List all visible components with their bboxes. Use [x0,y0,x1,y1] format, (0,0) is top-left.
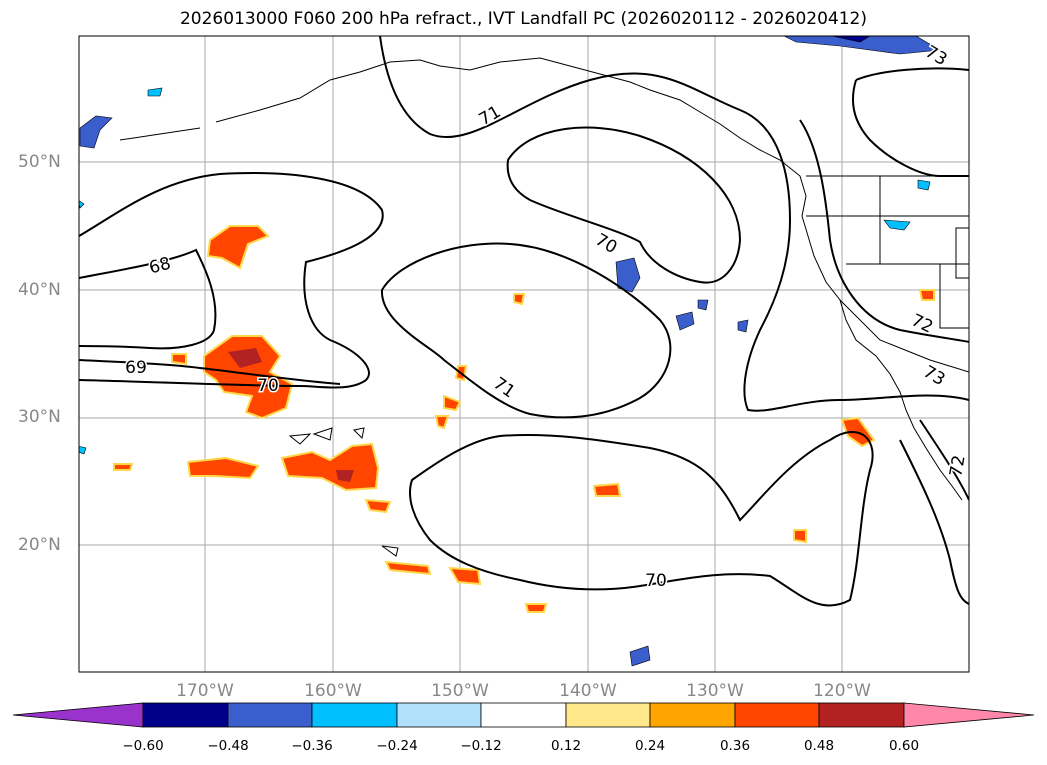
colorbar-max-extension [903,702,1035,728]
colorbar-box-1 [142,702,229,728]
contour-label: 70 [257,376,279,396]
contour-lines [79,36,969,607]
lat-label-50n: 50°N [18,152,61,172]
lon-label-170w: 170°W [176,681,234,701]
lon-label-160w: 160°W [304,681,362,701]
contour-label: 71 [476,102,505,130]
contour-label: 72 [946,454,969,479]
lat-label-20n: 20°N [18,535,61,555]
colorbar-tick: 0.48 [803,738,835,754]
positive-anomaly-patches [113,225,935,613]
colorbar-box-7 [649,702,736,728]
colorbar-tick: 0.24 [634,738,666,754]
colorbar-box-3 [311,702,398,728]
lon-label-130w: 130°W [686,681,744,701]
lat-label-40n: 40°N [18,280,61,300]
colorbar-box-6 [565,702,651,728]
map-frame [78,35,970,673]
map-title: 2026013000 F060 200 hPa refract., IVT La… [179,9,867,29]
colorbar-box-2 [227,702,313,728]
lon-label-150w: 150°W [431,681,489,701]
contour-label: 70 [592,230,621,258]
colorbar-min-extension [12,702,144,728]
contour-label: 69 [125,358,147,378]
colorbar-tick: −0.60 [122,738,164,754]
colorbar-tick: 0.36 [719,738,751,754]
contour-label: 68 [147,254,173,279]
contour-label: 73 [920,362,949,390]
lat-label-30n: 30°N [18,407,61,427]
colorbar-tick: 0.60 [888,738,920,754]
colorbar-tick: −0.48 [207,738,249,754]
colorbar-tick: −0.24 [376,738,418,754]
lon-label-120w: 120°W [813,681,871,701]
colorbar-tick: −0.36 [291,738,333,754]
graticule [79,36,969,672]
colorbar-tick: −0.12 [460,738,502,754]
colorbar-box-5 [480,702,567,728]
contour-label: 72 [908,310,936,337]
negative-anomaly-patches [79,36,941,667]
colorbar-tick: 0.12 [550,738,582,754]
colorbar-box-8 [734,702,820,728]
colorbar [12,702,1035,728]
contour-label: 70 [645,571,667,591]
colorbar-box-4 [396,702,482,728]
colorbar-box-9 [818,702,905,728]
lon-label-140w: 140°W [559,681,617,701]
